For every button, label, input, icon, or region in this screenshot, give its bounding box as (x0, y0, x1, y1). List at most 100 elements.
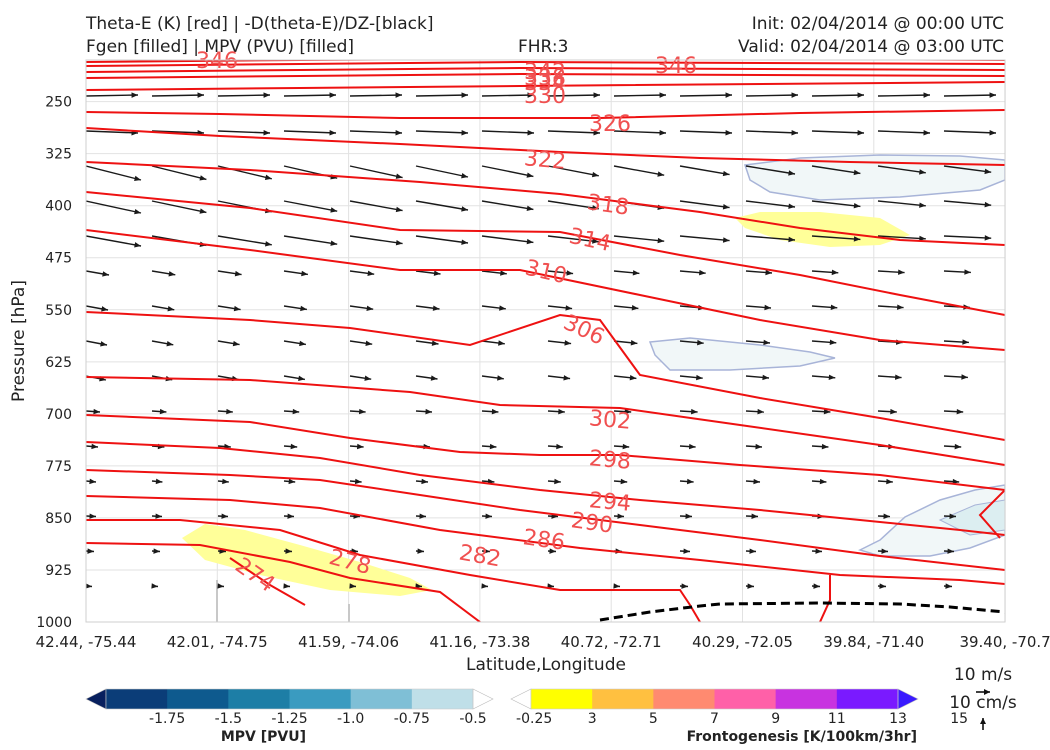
y-tick-label: 850 (45, 511, 72, 527)
y-tick-label: 325 (45, 147, 72, 163)
x-tick-label: 40.29, -72.05 (692, 633, 793, 651)
wind-arrow-head (89, 478, 96, 485)
wind-arrow-head (751, 513, 758, 519)
wind-arrow-head (962, 339, 969, 345)
dtheta-dz-zero-line (599, 601, 1005, 622)
wind-arrow (349, 94, 403, 97)
theta-e-contour-330 (86, 81, 1005, 91)
wind-arrow-head (853, 169, 861, 176)
wind-arrow-head (168, 271, 176, 277)
wind-arrow-head (100, 341, 107, 347)
wind-arrow-head (762, 374, 769, 381)
contour-label-338: 338 (524, 66, 566, 91)
wind-arrow (811, 165, 861, 175)
wind-arrow-head (919, 202, 926, 208)
y-tick-label: 700 (45, 407, 72, 423)
mpv-region-upper-right (743, 154, 1005, 201)
wind-arrow-head (549, 548, 556, 554)
theta-e-contour-segment (819, 575, 831, 622)
wind-arrow (283, 94, 337, 97)
y-tick-label: 400 (45, 199, 72, 215)
wind-arrow (86, 94, 139, 97)
wind-arrow-head (417, 548, 424, 554)
init-time: Init: 02/04/2014 @ 00:00 UTC (751, 14, 1004, 34)
mpv-colorbar: -1.75 -1.5 -1.25 -1.0 -0.75 -0.5 -0.25 (85, 688, 552, 727)
mpv-region-middle (648, 337, 836, 371)
x-tick-labels: 42.44, -75.44 42.01, -74.75 41.59, -74.06 4… (36, 633, 1050, 651)
wind-arrow-head (593, 92, 600, 98)
wind-arrow-head (264, 241, 272, 247)
wind-arrow-head (527, 130, 534, 136)
wind-ref-horizontal-head (984, 689, 990, 695)
contour-label-346: 346 (196, 49, 238, 74)
wind-arrow-head (622, 443, 630, 450)
wind-arrow-head (461, 239, 468, 245)
colorbar-segment (653, 689, 715, 709)
y-tick-label: 925 (45, 563, 72, 579)
wind-arrow-head (489, 443, 497, 450)
wind-arrow-head (563, 375, 571, 381)
colorbar-segment (592, 689, 654, 709)
theta-e-contour-334 (86, 72, 1005, 79)
wind-arrow-head (461, 130, 468, 136)
theta-e-contour-278 (86, 542, 481, 622)
wind-arrow (86, 130, 139, 134)
wind-arrow (811, 200, 861, 208)
theta-e-contour-segment (978, 489, 1005, 539)
colorbar-tick-label: 15 (950, 711, 968, 727)
theta-e-contour-302 (86, 376, 1005, 466)
theta-e-contour-346 (86, 60, 1005, 63)
contour-label-290: 290 (569, 508, 614, 539)
wind-arrow (679, 235, 730, 242)
wind-arrow (349, 165, 403, 179)
wind-arrow (745, 200, 796, 208)
wind-arrow (151, 94, 205, 97)
contour-label-326: 326 (589, 112, 631, 137)
colorbar-segment (775, 689, 838, 709)
wind-arrow-head (93, 408, 100, 415)
wind-arrow-head (696, 374, 703, 381)
theta-e-contour-298 (86, 414, 1005, 491)
wind-arrow-head (283, 583, 290, 589)
wind-arrow-head (197, 92, 204, 98)
wind-arrow-head (491, 408, 499, 415)
wind-arrow-head (395, 130, 402, 136)
colorbar-extend-right (897, 688, 919, 710)
colorbar-tick-label: -0.75 (394, 711, 430, 727)
wind-arrow-head (821, 443, 829, 450)
wind-arrow (877, 94, 931, 97)
colorbar-segment (228, 689, 290, 709)
wind-arrow-head (433, 270, 441, 276)
wind-arrow (613, 130, 667, 134)
wind-arrow-head (288, 478, 296, 485)
y-tick-label: 475 (45, 251, 72, 267)
wind-arrow (547, 165, 599, 177)
wind-arrow-head (764, 304, 771, 311)
wind-arrow (415, 130, 469, 134)
frontogenesis-colorbar: 3 5 7 9 11 13 15 (510, 688, 968, 727)
wind-arrow-head (691, 408, 698, 415)
wind-arrow-head (155, 478, 163, 485)
wind-arrow-head (329, 130, 336, 136)
wind-arrow-head (221, 513, 228, 519)
wind-arrow-head (287, 513, 294, 519)
theta-e-contour-318 (86, 161, 1005, 246)
theta-e-contour-326 (86, 109, 1005, 119)
wind-arrow-head (222, 478, 229, 485)
wind-arrow-head (788, 170, 795, 176)
wind-arrow (679, 200, 730, 209)
wind-arrow-head (688, 443, 696, 450)
wind-arrow-head (947, 548, 954, 554)
wind-arrow (613, 235, 665, 242)
wind-arrow-head (829, 339, 837, 346)
contour-label-342: 342 (524, 60, 566, 85)
colorbar-tick-label: -1.0 (337, 711, 364, 727)
wind-arrow-head (91, 443, 98, 450)
contour-label-298: 298 (588, 446, 632, 475)
wind-arrow (217, 130, 271, 134)
wind-ref-horizontal-label: 10 m/s (954, 665, 1012, 685)
wind-arrow (547, 200, 599, 210)
wind-arrow (745, 235, 796, 241)
wind-arrow (415, 94, 469, 97)
contour-label-302: 302 (588, 406, 632, 435)
